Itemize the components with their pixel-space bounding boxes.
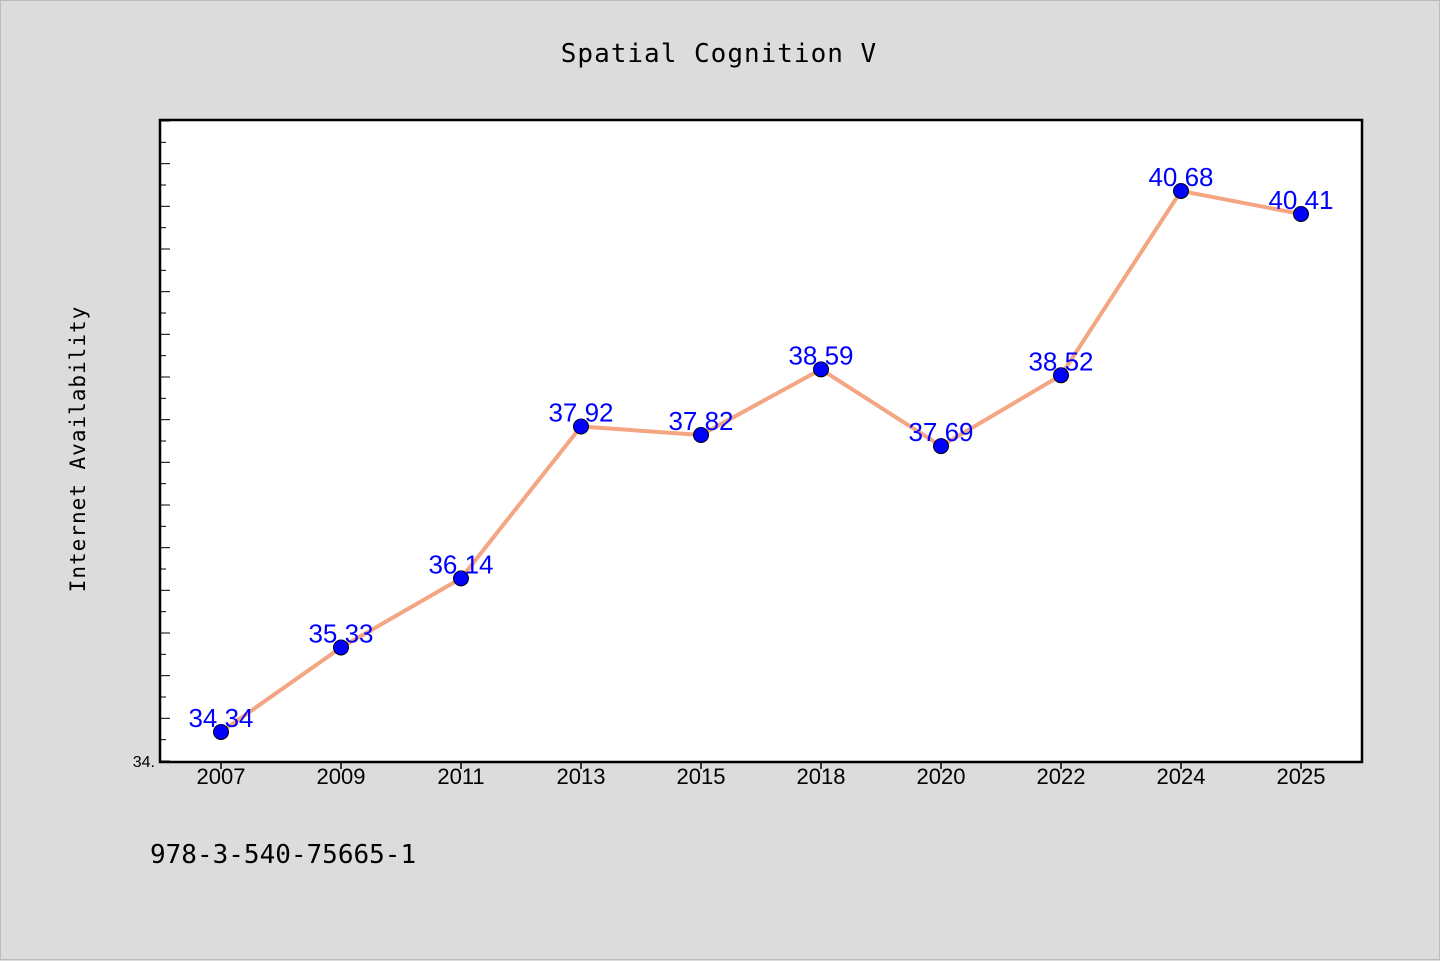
data-label: 40.68 (1148, 162, 1213, 192)
x-tick-label: 2011 (437, 764, 484, 789)
data-label: 37.92 (548, 397, 613, 427)
data-point (213, 723, 229, 740)
series-line (219, 188, 1302, 734)
y-axis-ticks: 34. (133, 120, 170, 771)
x-tick-label: 2024 (1157, 764, 1206, 789)
data-label: 38.52 (1028, 346, 1093, 376)
y-axis-label: Internet Availability (66, 306, 90, 593)
x-tick-label: 2007 (197, 764, 246, 789)
data-point (453, 570, 469, 587)
x-tick-label: 2018 (797, 764, 846, 789)
x-tick-label: 2025 (1277, 764, 1326, 789)
data-point (693, 427, 709, 444)
data-point (933, 438, 949, 455)
data-label: 38.59 (788, 340, 853, 370)
data-point (573, 418, 589, 435)
data-label: 34.34 (188, 703, 253, 733)
data-label: 37.82 (668, 406, 733, 436)
footer-isbn: 978-3-540-75665-1 (150, 840, 416, 870)
data-label: 40.41 (1268, 185, 1333, 215)
y-tick-label: 34. (133, 754, 155, 771)
x-axis-ticks: 2007 2009 2011 2013 2015 2018 2020 2022 2024 2025 (197, 761, 1326, 789)
data-label: 35.33 (308, 619, 373, 649)
chart-title: Spatial Cognition V (561, 39, 877, 69)
x-tick-label: 2013 (557, 764, 606, 789)
data-labels: 34.34 35.33 36.14 37.92 37.82 38.59 37.69 38.52… (188, 162, 1333, 733)
data-point (1053, 367, 1069, 384)
x-tick-label: 2009 (317, 764, 366, 789)
x-tick-label: 2015 (677, 764, 726, 789)
data-label: 37.69 (908, 417, 973, 447)
data-point (1173, 182, 1189, 199)
data-point (1293, 206, 1309, 223)
series-markers (213, 182, 1309, 740)
data-point (813, 361, 829, 378)
data-label: 36.14 (428, 549, 493, 579)
plot-area (158, 118, 1364, 764)
x-tick-label: 2022 (1037, 764, 1086, 789)
data-point (333, 639, 349, 656)
x-tick-label: 2020 (917, 764, 966, 789)
